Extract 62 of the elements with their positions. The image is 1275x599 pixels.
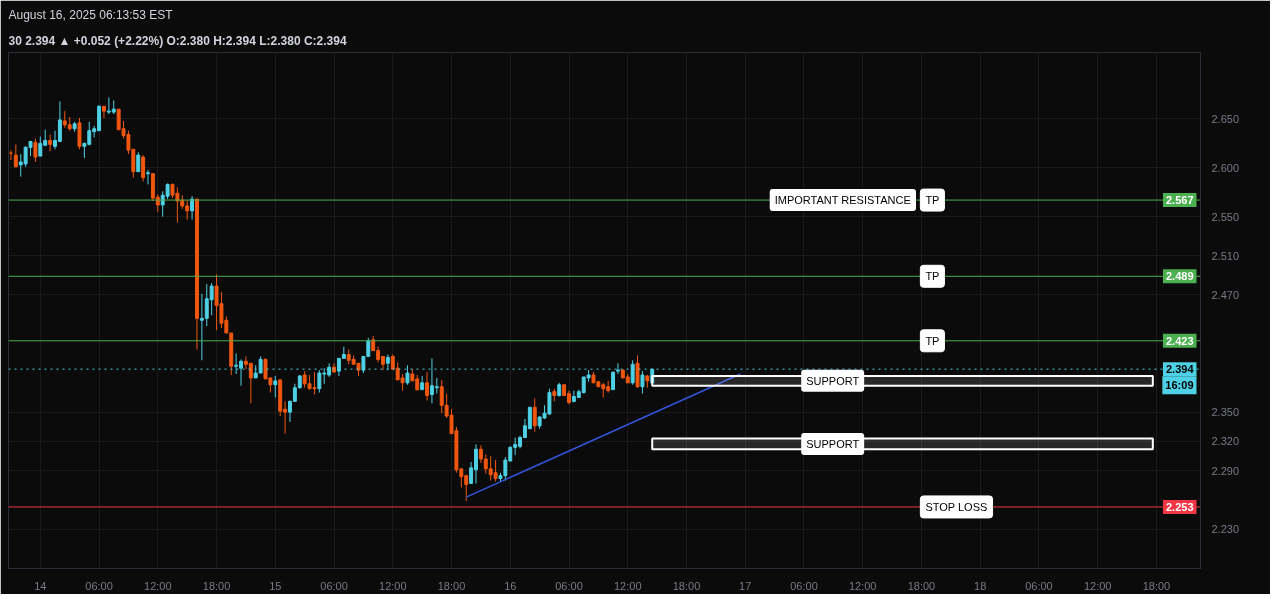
annotation: 2.567 <box>1165 194 1194 207</box>
y-tick-label: 2.290 <box>1211 464 1240 477</box>
candlestick <box>635 354 640 389</box>
x-tick-label: 14 <box>34 579 47 592</box>
x-tick-label: 18:00 <box>907 579 936 592</box>
chart-subtitle: 30 2.394 ▲ +0.052 (+2.22%) O:2.380 H:2.394 L:2.380 C:2.394 <box>8 33 347 48</box>
x-tick-label: 18 <box>974 579 987 592</box>
candlestick <box>101 105 106 119</box>
x-tick-label: 15 <box>269 579 282 592</box>
x-tick-label: 18:00 <box>1142 579 1171 592</box>
ref-line-label: TP <box>925 334 940 347</box>
annotation: 2.394 <box>1165 363 1195 376</box>
x-tick-label: 06:00 <box>555 579 583 592</box>
x-tick-label: 17 <box>739 579 752 592</box>
y-tick-label: 2.510 <box>1211 249 1240 262</box>
y-tick-label: 2.600 <box>1211 161 1240 174</box>
candlestick <box>38 136 43 157</box>
annotation: 2.253 <box>1165 500 1194 513</box>
x-tick-label: 16 <box>504 579 517 592</box>
x-tick-label: 18:00 <box>202 579 231 592</box>
candlestick <box>146 169 150 185</box>
candlestick <box>77 117 82 150</box>
x-tick-label: 12:00 <box>848 579 877 592</box>
x-tick-label: 06:00 <box>320 579 348 592</box>
candlestick <box>532 397 537 433</box>
x-tick-label: 12:00 <box>613 579 642 592</box>
candlestick <box>273 375 278 398</box>
x-tick-label: 06:00 <box>790 579 818 592</box>
annotation: 16:09 <box>1165 379 1194 392</box>
x-tick-label: 12:00 <box>144 579 172 592</box>
candlestick <box>317 369 322 394</box>
annotation: IMPORTANT RESISTANCE <box>774 194 911 207</box>
band-label: SUPPORT <box>806 374 860 387</box>
ref-line-label: STOP LOSS <box>925 500 988 513</box>
candlestick <box>248 362 253 404</box>
y-tick-label: 2.320 <box>1211 435 1240 448</box>
x-tick-label: 18:00 <box>672 579 701 592</box>
candlestick <box>493 459 498 483</box>
candlestick <box>425 371 430 401</box>
candlestick <box>141 154 146 182</box>
chart-title: August 16, 2025 06:13:53 EST <box>8 7 174 22</box>
x-tick-label: 18:00 <box>437 579 466 592</box>
band-label: SUPPORT <box>806 437 860 450</box>
annotation: 2.489 <box>1165 270 1194 283</box>
ref-line-label: TP <box>925 270 940 283</box>
candlestick <box>209 282 214 316</box>
ref-line-label: TP <box>925 194 940 207</box>
y-tick-label: 2.550 <box>1211 210 1240 223</box>
x-tick-label: 06:00 <box>1025 579 1053 592</box>
x-tick-label: 12:00 <box>1083 579 1112 592</box>
x-tick-label: 12:00 <box>379 579 407 592</box>
y-tick-label: 2.470 <box>1211 288 1240 301</box>
candlestick <box>640 370 645 395</box>
x-tick-label: 06:00 <box>85 579 113 592</box>
y-tick-label: 2.650 <box>1211 112 1240 125</box>
candlestick <box>13 143 18 168</box>
y-tick-label: 2.230 <box>1211 523 1240 536</box>
y-tick-label: 2.350 <box>1211 406 1240 419</box>
candlestick <box>136 151 141 173</box>
candlestick <box>48 134 53 152</box>
candlestick <box>33 138 38 163</box>
annotation: 2.423 <box>1165 334 1194 347</box>
